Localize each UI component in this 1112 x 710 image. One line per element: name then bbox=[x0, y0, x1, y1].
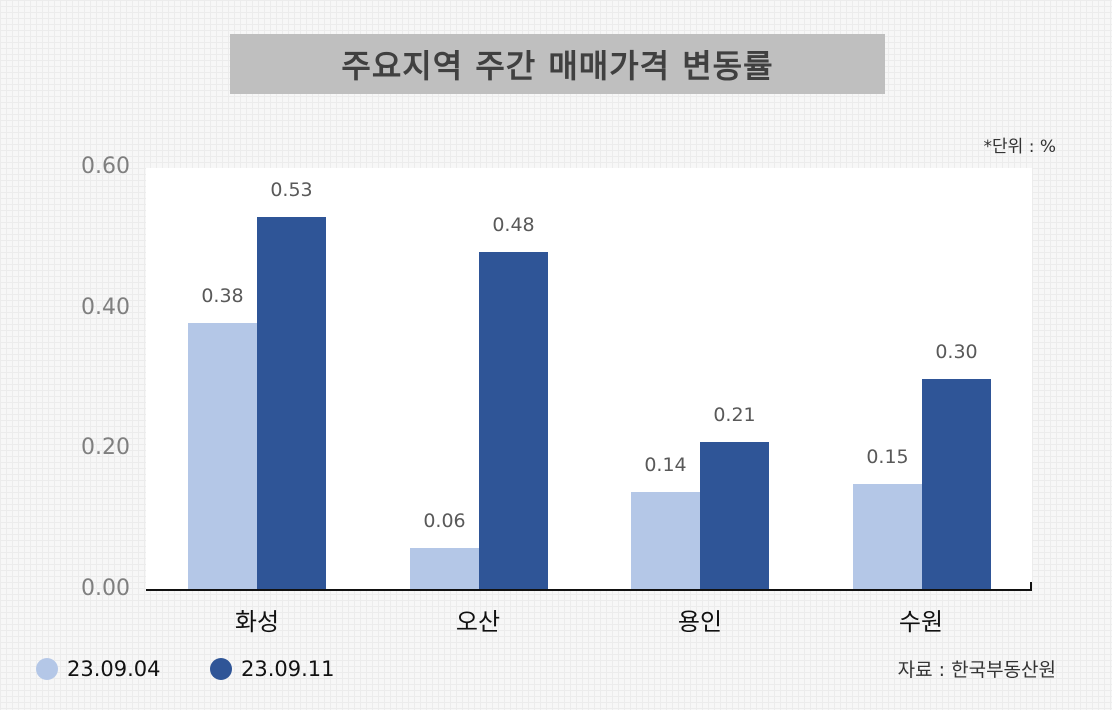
legend-dot-icon bbox=[210, 658, 232, 680]
data-label: 0.14 bbox=[644, 454, 687, 476]
y-tick-0.00: 0.00 bbox=[81, 576, 130, 601]
bar-series1 bbox=[631, 492, 700, 590]
bar-series1 bbox=[410, 548, 479, 590]
bar-series2 bbox=[257, 217, 326, 590]
bar-series1 bbox=[188, 323, 257, 590]
data-label: 0.15 bbox=[866, 446, 909, 468]
chart-title-box: 주요지역 주간 매매가격 변동률 bbox=[230, 34, 885, 94]
y-tick-0.40: 0.40 bbox=[81, 295, 130, 320]
category-label: 용인 bbox=[677, 608, 723, 636]
data-label: 0.53 bbox=[270, 179, 313, 201]
data-label: 0.38 bbox=[201, 285, 244, 307]
bar-series2 bbox=[922, 379, 991, 590]
data-label: 0.48 bbox=[492, 214, 535, 236]
y-tick-0.20: 0.20 bbox=[81, 435, 130, 460]
legend-label: 23.09.11 bbox=[241, 657, 335, 681]
chart-title: 주요지역 주간 매매가격 변동률 bbox=[341, 47, 774, 85]
bar-series2 bbox=[479, 252, 548, 590]
bar-series2 bbox=[700, 442, 769, 590]
x-axis-line bbox=[146, 589, 1032, 591]
source-label: 자료 : 한국부동산원 bbox=[897, 659, 1056, 681]
bar-series1 bbox=[853, 484, 922, 590]
unit-label: *단위 : % bbox=[983, 137, 1056, 157]
legend-item-series2: 23.09.11 bbox=[210, 657, 335, 681]
category-label: 수원 bbox=[898, 608, 944, 636]
legend-label: 23.09.04 bbox=[67, 657, 161, 681]
data-label: 0.30 bbox=[935, 341, 978, 363]
data-label: 0.21 bbox=[713, 404, 756, 426]
x-axis-end-tick bbox=[1030, 582, 1032, 590]
y-tick-0.60: 0.60 bbox=[81, 154, 130, 179]
category-label: 오산 bbox=[455, 608, 501, 636]
data-label: 0.06 bbox=[423, 510, 466, 532]
category-label: 화성 bbox=[234, 608, 280, 636]
legend-dot-icon bbox=[36, 658, 58, 680]
legend-item-series1: 23.09.04 bbox=[36, 657, 161, 681]
